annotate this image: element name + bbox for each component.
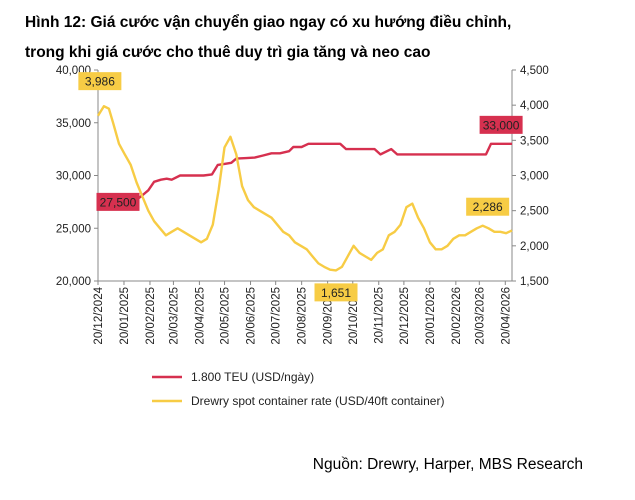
x-tick-label: 20/04/2025 [194, 287, 206, 345]
left-y-tick-label: 20,000 [56, 276, 91, 288]
x-tick-label: 20/06/2025 [246, 287, 258, 345]
callout-box [479, 115, 523, 134]
callout-label: 33,000 [483, 118, 520, 132]
x-tick-label: 20/01/2026 [425, 287, 437, 345]
source-note: Nguồn: Drewry, Harper, MBS Research [312, 456, 583, 473]
right-y-tick-label: 4,500 [520, 65, 549, 77]
callout-box [96, 192, 140, 211]
x-tick-label: 20/02/2026 [451, 287, 463, 345]
right-y-tick-label: 3,500 [520, 135, 549, 147]
x-tick-label: 20/03/2025 [168, 287, 180, 345]
callout-label: 2,286 [473, 200, 503, 214]
x-tick-label: 20/01/2025 [119, 287, 131, 345]
x-tick-label: 20/09/2025 [323, 287, 335, 345]
callout-box [466, 197, 510, 216]
callout-box [314, 283, 358, 302]
x-tick-label: 20/08/2025 [297, 287, 309, 345]
figure-title: Hình 12: Giá cước vận chuyển giao ngay c… [25, 8, 625, 68]
x-tick-label: 20/11/2025 [374, 287, 386, 344]
legend-label-drewry: Drewry spot container rate (USD/40ft con… [191, 394, 444, 408]
right-y-tick-label: 3,000 [520, 171, 549, 183]
x-tick-label: 20/05/2025 [220, 287, 232, 345]
callout-box [78, 72, 122, 91]
left-y-tick-label: 35,000 [56, 118, 91, 130]
x-tick-label: 20/03/2026 [474, 287, 486, 345]
left-y-tick-label: 30,000 [56, 171, 91, 183]
callout-label: 3,986 [85, 75, 115, 89]
title-line-2: trong khi giá cước cho thuê duy trì gia … [25, 44, 431, 61]
x-tick-label: 20/12/2024 [93, 286, 105, 344]
x-tick-label: 20/07/2025 [271, 287, 283, 345]
legend-label-charter: 1.800 TEU (USD/ngày) [191, 370, 314, 384]
right-y-tick-label: 2,500 [520, 206, 549, 218]
right-y-tick-label: 4,000 [520, 100, 549, 112]
right-y-tick-label: 2,000 [520, 241, 549, 253]
x-tick-label: 20/12/2025 [399, 287, 411, 345]
x-tick-label: 20/04/2026 [500, 287, 512, 345]
series-line-drewry-spot-rate [96, 105, 513, 272]
series-line-charter-rate [98, 142, 512, 204]
title-line-1: Hình 12: Giá cước vận chuyển giao ngay c… [25, 14, 512, 31]
callout-label: 1,651 [321, 286, 351, 300]
x-tick-label: 20/02/2025 [145, 287, 157, 345]
x-tick-label: 20/10/2025 [348, 287, 360, 345]
right-y-tick-label: 1,500 [520, 276, 549, 288]
callout-label: 27,500 [100, 195, 137, 209]
left-y-tick-label: 25,000 [56, 223, 91, 235]
